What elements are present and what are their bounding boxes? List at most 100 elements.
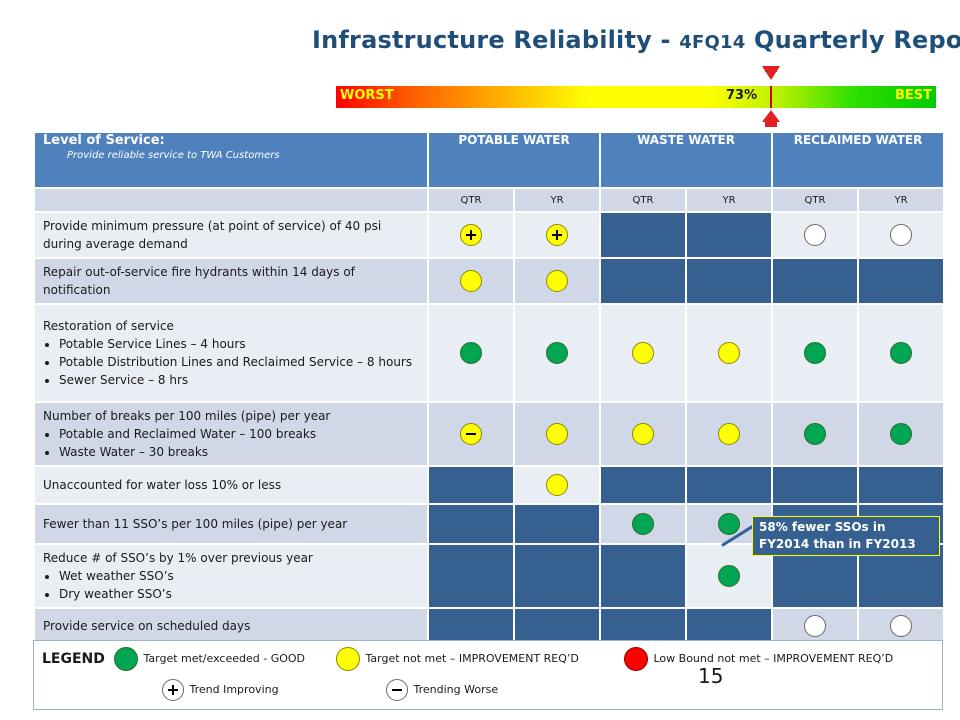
status-cell [599,401,688,467]
subheader-qtr: QTR [427,187,515,213]
not-applicable-cell [427,607,515,645]
subheader-yr: YR [512,187,602,213]
legend-title: LEGEND [42,651,105,667]
yellow-trend-improving-icon [460,224,482,246]
legend-item-low: Low Bound not met – IMPROVEMENT REQ’D [624,647,893,671]
status-cell [512,401,602,467]
row-bullet-item: Potable and Reclaimed Water – 100 breaks [59,425,419,443]
scale-best-label: BEST [894,88,932,103]
legend-item-improving: Trend Improving [162,679,279,701]
not-applicable-cell [685,607,774,645]
row-description: Fewer than 11 SSO’s per 100 miles (pipe)… [33,503,429,545]
not-applicable-cell [599,211,688,259]
column-header-potable: POTABLE WATER [426,131,602,189]
title-suffix: Quarterly Report [754,26,960,54]
row-description-text: Restoration of service [43,319,174,333]
legend-improving-label: Trend Improving [189,683,279,696]
row-description-text: Reduce # of SSO’s by 1% over previous ye… [43,551,313,565]
white-status-icon [890,615,913,637]
not-applicable-cell [512,503,602,545]
row-bullet-list: Potable Service Lines – 4 hoursPotable D… [43,335,419,389]
status-cell [599,503,688,545]
not-applicable-cell [599,257,688,305]
row-bullet-item: Sewer Service – 8 hrs [59,371,419,389]
row-bullet-item: Waste Water – 30 breaks [59,443,419,461]
scale-worst-label: WORST [340,88,394,103]
table-row: Provide service on scheduled days [33,607,946,645]
table-body: Provide minimum pressure (at point of se… [33,211,946,645]
row-description: Repair out-of-service fire hydrants with… [33,257,429,305]
status-cell [512,257,602,305]
row-bullet-list: Potable and Reclaimed Water – 100 breaks… [43,425,419,461]
red-status-icon [624,647,648,671]
column-header-waste: WASTE WATER [599,131,774,189]
legend-good-label: Target met/exceeded - GOOD [143,652,306,665]
table-row: Repair out-of-service fire hydrants with… [33,257,946,305]
row-description: Reduce # of SSO’s by 1% over previous ye… [33,543,429,609]
row-bullet-item: Dry weather SSO’s [59,585,419,603]
not-applicable-cell [685,465,774,505]
status-cell [857,211,946,259]
white-status-icon [890,224,913,246]
yellow-trend-worse-icon [460,423,482,445]
white-status-icon [804,224,827,246]
level-of-service-title: Level of Service: [43,133,165,148]
title-code: 4FQ14 [679,32,746,53]
green-status-icon [546,342,568,364]
plus-trend-icon [162,679,184,701]
status-cell [857,401,946,467]
row-bullet-item: Wet weather SSO’s [59,567,419,585]
level-of-service-subtitle: Provide reliable service to TWA Customer… [67,150,280,161]
status-cell [857,607,946,645]
status-cell [685,401,774,467]
minus-trend-icon [386,679,408,701]
not-applicable-cell [685,211,774,259]
status-cell [512,211,602,259]
row-bullet-list: Wet weather SSO’sDry weather SSO’s [43,567,419,603]
row-description-text: Repair out-of-service fire hydrants with… [43,265,355,297]
green-status-icon [114,647,138,671]
level-of-service-header: Level of Service: Provide reliable servi… [33,131,429,189]
status-cell [771,211,860,259]
scale-marker-bottom [765,121,777,127]
status-cell [685,303,774,403]
not-applicable-cell [599,543,688,609]
subheader-qtr: QTR [771,187,860,213]
title-prefix: Infrastructure Reliability - [312,26,680,54]
not-applicable-cell [599,607,688,645]
legend-worse-label: Trending Worse [413,683,499,696]
table-row: Unaccounted for water loss 10% or less [33,465,946,505]
subheader-qtr: QTR [599,187,688,213]
green-status-icon [718,513,741,535]
status-cell [857,303,946,403]
reliability-scale: WORST 73% BEST [336,86,936,108]
not-applicable-cell [512,543,602,609]
yellow-status-icon [718,342,741,364]
green-status-icon [718,565,741,587]
not-applicable-cell [857,465,946,505]
row-description-text: Provide minimum pressure (at point of se… [43,219,382,251]
status-cell [427,211,515,259]
white-status-icon [804,615,827,637]
yellow-status-icon [632,423,655,445]
legend-item-not-met: Target not met – IMPROVEMENT REQ’D [336,647,579,671]
scale-marker-up-arrow-icon [762,110,780,122]
row-description-text: Unaccounted for water loss 10% or less [43,478,282,492]
scale-marker-line [770,86,772,108]
legend-item-worse: Trending Worse [386,679,498,701]
subheader-yr: YR [685,187,774,213]
legend-item-good: Target met/exceeded - GOOD [114,647,305,671]
table-row: Number of breaks per 100 miles (pipe) pe… [33,401,946,467]
yellow-status-icon [460,270,482,292]
status-cell [512,303,602,403]
yellow-status-icon [546,474,568,496]
not-applicable-cell [512,607,602,645]
row-description: Restoration of service Potable Service Li… [33,303,429,403]
row-description-text: Provide service on scheduled days [43,619,251,633]
status-cell [427,257,515,305]
not-applicable-cell [599,465,688,505]
green-status-icon [632,513,655,535]
yellow-status-icon [546,423,568,445]
yellow-status-icon [546,270,568,292]
not-applicable-cell [427,503,515,545]
